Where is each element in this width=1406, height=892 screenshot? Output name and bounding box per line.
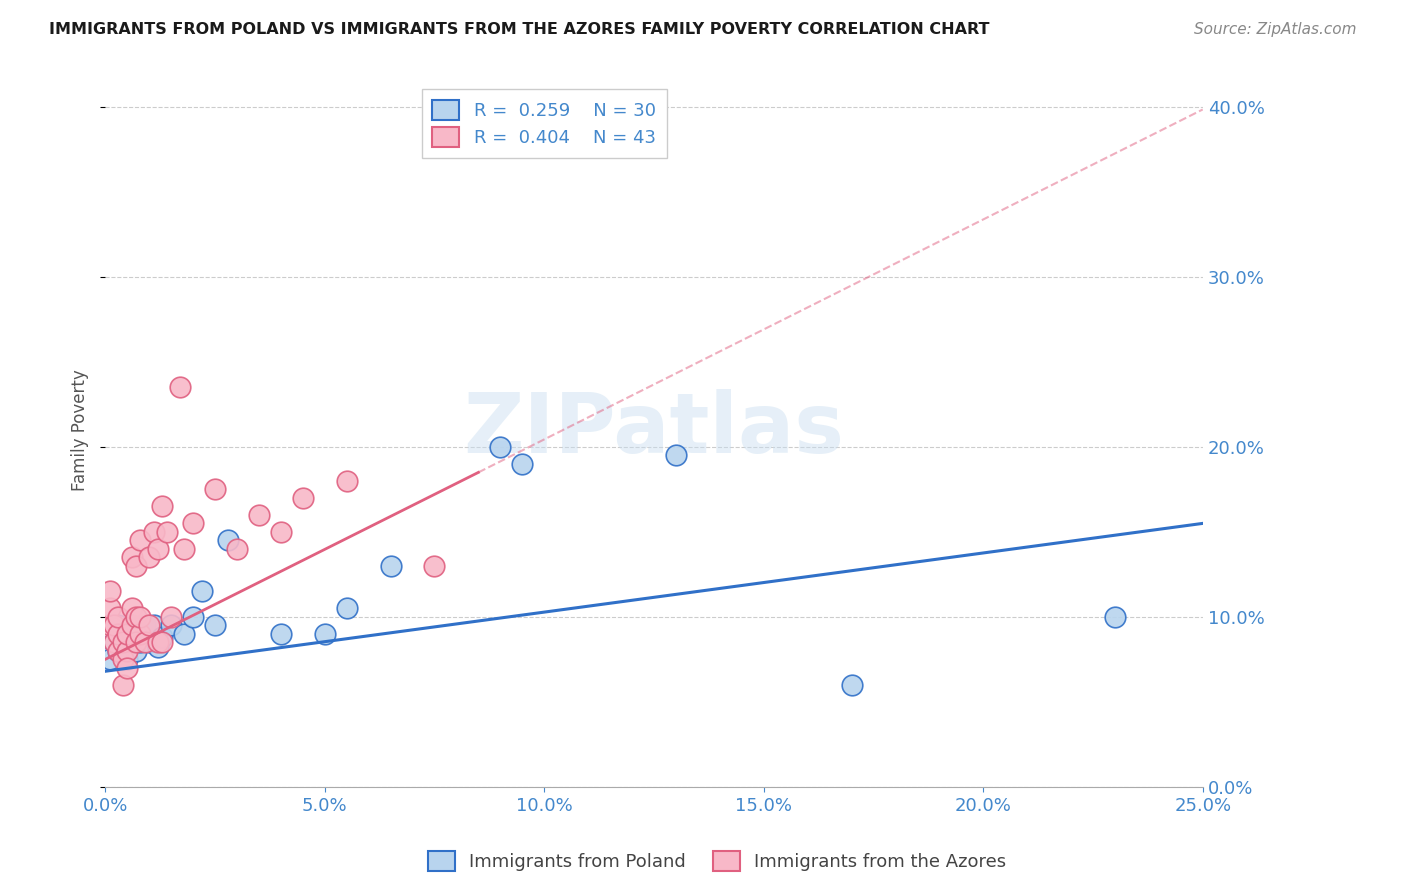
Point [115, 635, 138, 649]
Point [111, 678, 134, 692]
Point [125, 558, 148, 573]
Point [107, 610, 129, 624]
Point [270, 524, 292, 539]
Point [142, 618, 165, 632]
Point [204, 483, 226, 497]
Point [226, 541, 249, 556]
Point [125, 635, 148, 649]
Point [121, 618, 143, 632]
Point [115, 627, 138, 641]
Point [191, 584, 214, 599]
Point [665, 449, 688, 463]
Point [510, 457, 533, 471]
Y-axis label: Family Poverty: Family Poverty [72, 369, 89, 491]
Point [423, 558, 446, 573]
Point [121, 601, 143, 615]
Point [173, 627, 195, 641]
Point [107, 627, 129, 641]
Point [314, 627, 336, 641]
Point [1104, 610, 1126, 624]
Point [103, 635, 125, 649]
Point [146, 640, 169, 655]
Point [125, 610, 148, 624]
Point [115, 652, 138, 666]
Point [115, 644, 138, 658]
Point [160, 618, 183, 632]
Point [146, 635, 169, 649]
Point [247, 508, 270, 522]
Text: Source: ZipAtlas.com: Source: ZipAtlas.com [1194, 22, 1357, 37]
Legend: Immigrants from Poland, Immigrants from the Azores: Immigrants from Poland, Immigrants from … [420, 844, 1014, 879]
Point [204, 618, 226, 632]
Point [98, 652, 121, 666]
Point [841, 678, 863, 692]
Point [142, 524, 165, 539]
Point [129, 635, 152, 649]
Point [181, 610, 204, 624]
Text: ZIPatlas: ZIPatlas [464, 390, 845, 470]
Point [181, 516, 204, 531]
Point [121, 550, 143, 565]
Point [138, 618, 160, 632]
Point [146, 541, 169, 556]
Point [169, 380, 191, 394]
Point [121, 627, 143, 641]
Point [111, 627, 134, 641]
Point [107, 644, 129, 658]
Text: IMMIGRANTS FROM POLAND VS IMMIGRANTS FROM THE AZORES FAMILY POVERTY CORRELATION : IMMIGRANTS FROM POLAND VS IMMIGRANTS FRO… [49, 22, 990, 37]
Point [150, 635, 173, 649]
Point [217, 533, 239, 548]
Point [111, 652, 134, 666]
Point [291, 491, 314, 505]
Point [98, 601, 121, 615]
Point [129, 627, 152, 641]
Point [138, 550, 160, 565]
Point [173, 541, 195, 556]
Point [134, 618, 156, 632]
Point [134, 635, 156, 649]
Point [138, 635, 160, 649]
Point [129, 610, 152, 624]
Point [103, 635, 125, 649]
Point [115, 661, 138, 675]
Point [111, 635, 134, 649]
Point [336, 601, 359, 615]
Point [380, 558, 402, 573]
Point [489, 440, 512, 454]
Point [107, 644, 129, 658]
Point [156, 524, 179, 539]
Legend: R =  0.259    N = 30, R =  0.404    N = 43: R = 0.259 N = 30, R = 0.404 N = 43 [422, 89, 666, 158]
Point [98, 618, 121, 632]
Point [129, 533, 152, 548]
Point [270, 627, 292, 641]
Point [103, 618, 125, 632]
Point [150, 500, 173, 514]
Point [160, 610, 183, 624]
Point [107, 618, 129, 632]
Point [98, 584, 121, 599]
Point [150, 630, 173, 644]
Point [125, 644, 148, 658]
Point [336, 474, 359, 488]
